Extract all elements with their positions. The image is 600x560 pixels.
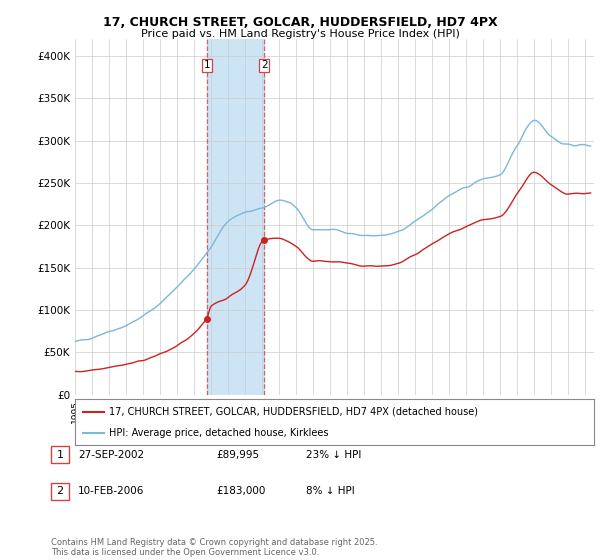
Text: 17, CHURCH STREET, GOLCAR, HUDDERSFIELD, HD7 4PX (detached house): 17, CHURCH STREET, GOLCAR, HUDDERSFIELD,… <box>109 407 478 417</box>
Text: 2: 2 <box>261 60 268 71</box>
Text: 8% ↓ HPI: 8% ↓ HPI <box>306 486 355 496</box>
Text: HPI: Average price, detached house, Kirklees: HPI: Average price, detached house, Kirk… <box>109 428 328 438</box>
Text: £89,995: £89,995 <box>216 450 259 460</box>
Bar <box>207 39 264 395</box>
Text: 10-FEB-2006: 10-FEB-2006 <box>78 486 145 496</box>
Text: 27-SEP-2002: 27-SEP-2002 <box>78 450 144 460</box>
Text: 2: 2 <box>56 486 64 496</box>
Text: 1: 1 <box>203 60 210 71</box>
Text: Contains HM Land Registry data © Crown copyright and database right 2025.
This d: Contains HM Land Registry data © Crown c… <box>51 538 377 557</box>
Text: 1: 1 <box>56 450 64 460</box>
Text: Price paid vs. HM Land Registry's House Price Index (HPI): Price paid vs. HM Land Registry's House … <box>140 29 460 39</box>
Text: £183,000: £183,000 <box>216 486 265 496</box>
Text: 17, CHURCH STREET, GOLCAR, HUDDERSFIELD, HD7 4PX: 17, CHURCH STREET, GOLCAR, HUDDERSFIELD,… <box>103 16 497 29</box>
Text: 23% ↓ HPI: 23% ↓ HPI <box>306 450 361 460</box>
